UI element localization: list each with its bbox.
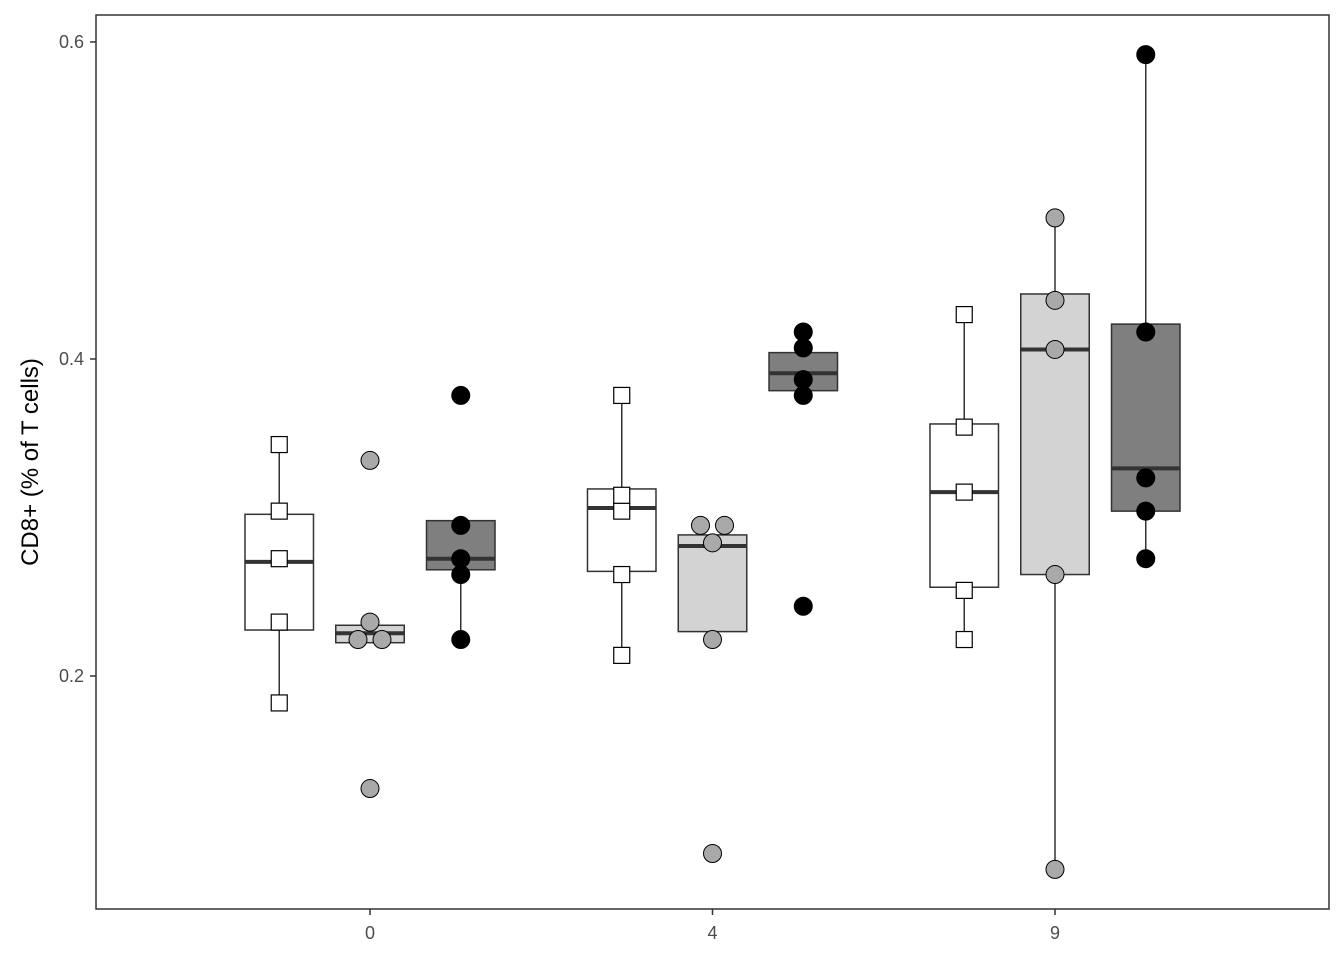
y-axis: 0.2 0.4 0.6	[59, 32, 96, 686]
data-point	[270, 550, 288, 568]
data-point	[451, 549, 471, 569]
data-point	[613, 646, 631, 664]
data-point	[451, 630, 471, 650]
x-tick-label: 9	[1050, 923, 1060, 943]
data-point	[1045, 339, 1065, 359]
data-point	[793, 385, 813, 405]
data-point	[703, 630, 722, 650]
data-point	[1136, 549, 1156, 569]
data-point	[955, 630, 973, 649]
data-point	[703, 533, 722, 553]
y-axis-title: CD8+ (% of T cells)	[17, 358, 44, 566]
box	[929, 423, 1000, 588]
box	[1020, 293, 1090, 576]
x-tick-label: 4	[707, 923, 717, 943]
data-point	[270, 502, 288, 520]
data-point	[1045, 859, 1065, 879]
data-point	[270, 694, 288, 712]
data-point	[270, 435, 288, 454]
data-point	[451, 385, 471, 405]
data-point	[793, 370, 813, 390]
data-point	[1045, 208, 1065, 228]
x-tick-label: 0	[365, 923, 375, 943]
series-group-3	[425, 45, 1181, 650]
data-point	[360, 450, 380, 470]
plot-panel-border	[95, 14, 1330, 910]
data-point	[613, 502, 631, 520]
data-point	[1045, 290, 1065, 310]
box	[244, 513, 315, 631]
data-point	[955, 418, 973, 436]
data-point	[372, 630, 392, 650]
data-point	[1136, 322, 1156, 342]
data-point	[1045, 565, 1065, 585]
data-point	[715, 515, 734, 535]
y-tick-label: 0.2	[59, 666, 84, 686]
data-point	[793, 596, 813, 616]
data-point	[613, 386, 631, 405]
data-point	[955, 483, 973, 501]
series-group-2	[335, 208, 1090, 879]
data-point	[793, 322, 813, 342]
data-point	[955, 581, 973, 599]
data-point	[703, 844, 722, 864]
x-axis: 0 4 9	[365, 909, 1060, 943]
data-point	[451, 565, 471, 585]
data-point	[1136, 501, 1156, 521]
data-point	[793, 338, 813, 358]
data-point	[360, 612, 380, 632]
data-point	[451, 515, 471, 535]
data-point	[955, 305, 973, 324]
y-tick-label: 0.4	[59, 349, 84, 369]
data-point	[270, 613, 288, 631]
data-point	[1136, 45, 1156, 65]
series-group-1	[244, 305, 1000, 712]
data-point	[348, 630, 368, 650]
data-point	[613, 565, 631, 584]
data-point	[691, 515, 710, 535]
data-point	[613, 486, 631, 504]
y-tick-label: 0.6	[59, 32, 84, 52]
chart-marks	[244, 45, 1181, 879]
data-point	[360, 779, 380, 799]
data-point	[1136, 468, 1156, 488]
